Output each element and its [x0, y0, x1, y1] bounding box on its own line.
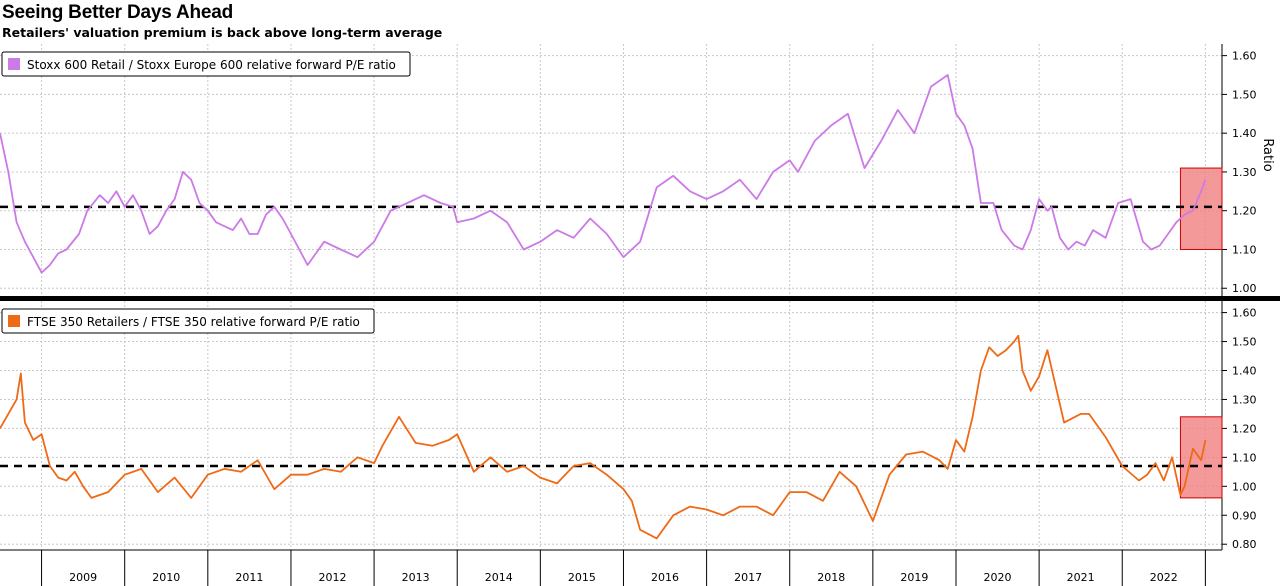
chart-subtitle: Retailers' valuation premium is back abo…: [2, 25, 443, 40]
x-tick-label: 2017: [734, 571, 762, 584]
y-tick-label: 1.60: [1232, 307, 1257, 320]
x-tick-label: 2009: [69, 571, 97, 584]
x-tick-label: 2013: [402, 571, 430, 584]
x-tick-label: 2018: [817, 571, 845, 584]
y-tick-label: 0.80: [1232, 538, 1257, 551]
panel-separator: [0, 296, 1280, 301]
ftse-series-line: [0, 334, 1207, 540]
x-tick-label: 2016: [651, 571, 679, 584]
x-axis: 2009 2010 2011 2012 2013 2014 2015 2016 2017 2018…: [0, 549, 1222, 586]
chart-title: Seeing Better Days Ahead: [2, 2, 234, 23]
y-tick-label: 1.20: [1232, 205, 1257, 218]
x-tick-label: 2015: [568, 571, 596, 584]
y-axis-label: Ratio: [1260, 138, 1275, 171]
ftse-legend: FTSE 350 Retailers / FTSE 350 relative f…: [1, 308, 375, 334]
y-tick-label: 1.50: [1232, 88, 1257, 101]
highlight-box: [1179, 167, 1223, 250]
y-tick-label: 1.10: [1232, 243, 1257, 256]
y-tick-label: 1.60: [1232, 50, 1257, 63]
y-tick-label: 1.40: [1232, 127, 1257, 140]
x-tick-label: 2021: [1067, 571, 1095, 584]
x-tick-label: 2019: [900, 571, 928, 584]
legend-label: FTSE 350 Retailers / FTSE 350 relative f…: [27, 315, 360, 329]
y-tick-label: 1.00: [1232, 480, 1257, 493]
legend-swatch: [8, 58, 20, 70]
y-tick-label: 1.00: [1232, 282, 1257, 295]
stoxx-legend: Stoxx 600 Retail / Stoxx Europe 600 rela…: [1, 51, 411, 77]
legend-swatch: [8, 315, 20, 327]
x-tick-label: 2020: [984, 571, 1012, 584]
y-tick-label: 1.30: [1232, 393, 1257, 406]
x-tick-label: 2010: [152, 571, 180, 584]
x-tick-label: 2011: [235, 571, 263, 584]
stoxx-panel: 1.00 1.10 1.20 1.30 1.40 1.50 1.60 Stoxx 600 Re…: [0, 44, 1280, 301]
legend-box: [1, 308, 375, 334]
y-tick-label: 1.20: [1232, 422, 1257, 435]
y-tick-label: 0.90: [1232, 509, 1257, 522]
ftse-panel: 0.80 0.90 1.00 1.10 1.20 1.30 1.40 1.50 1.60 FTSE…: [0, 301, 1257, 551]
x-tick-label: 2014: [485, 571, 513, 584]
y-tick-label: 1.30: [1232, 166, 1257, 179]
y-tick-label: 1.10: [1232, 451, 1257, 464]
y-tick-label: 1.40: [1232, 364, 1257, 377]
legend-box: [1, 51, 411, 77]
stoxx-series-line: [0, 74, 1207, 274]
x-tick-label: 2022: [1150, 571, 1178, 584]
legend-label: Stoxx 600 Retail / Stoxx Europe 600 rela…: [27, 58, 396, 72]
y-tick-label: 1.50: [1232, 336, 1257, 349]
x-tick-label: 2012: [319, 571, 347, 584]
